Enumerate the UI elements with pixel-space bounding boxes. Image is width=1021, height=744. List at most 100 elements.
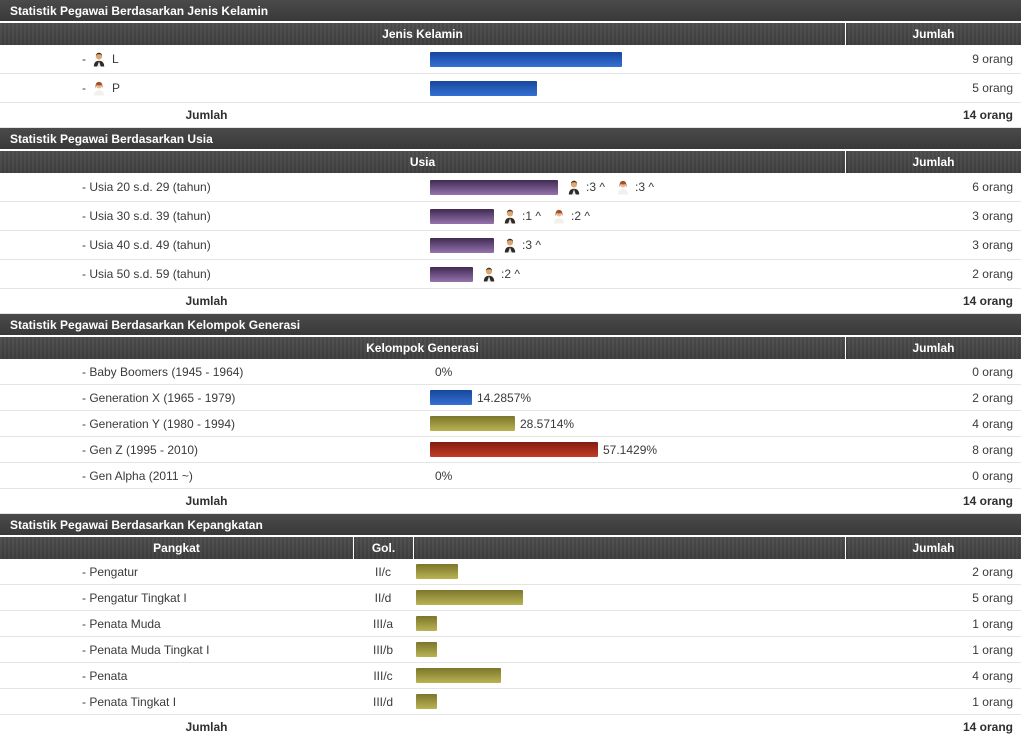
bar-cell: :1 ^ :2 ^ (413, 208, 845, 224)
table-header-row: Usia Jumlah (0, 151, 1021, 173)
rank-bar (416, 590, 523, 605)
total-row: Jumlah 14 orang (0, 103, 1021, 128)
male-count-annotation: :3 ^ (502, 237, 541, 253)
table-row: - Penata Muda Tingkat I III/b 1 orang (0, 637, 1021, 663)
row-label: - Penata Tingkat I (82, 694, 177, 709)
row-label: - Pengatur Tingkat I (82, 590, 187, 605)
gender-label: P (112, 81, 121, 95)
jumlah-value: 0 orang (972, 468, 1013, 483)
bar-cell (413, 80, 845, 96)
gender-bar (430, 80, 537, 96)
age-bar (430, 179, 558, 195)
section-usia: Statistik Pegawai Berdasarkan Usia Usia … (0, 128, 1021, 314)
percent-label: 28.5714% (520, 416, 575, 431)
table-row: - Penata Tingkat I III/d 1 orang (0, 689, 1021, 715)
table-row: - Baby Boomers (1945 - 1964) 0% 0 orang (0, 359, 1021, 385)
dash: - (82, 52, 86, 66)
table-row: - Pengatur Tingkat I II/d 5 orang (0, 585, 1021, 611)
count-text: :3 ^ (634, 180, 654, 194)
count-text: :2 ^ (501, 267, 520, 281)
gol-value: III/a (372, 616, 393, 631)
table-row: - Usia 40 s.d. 49 (tahun) :3 ^ 3 orang (0, 231, 1021, 260)
bar-cell (413, 51, 845, 67)
female-count-annotation: :3 ^ (615, 179, 654, 195)
jumlah-value: 0 orang (972, 364, 1013, 379)
female-count-annotation: :2 ^ (551, 208, 590, 224)
column-header-jumlah: Jumlah (845, 151, 1021, 173)
row-label: - Penata (82, 668, 128, 683)
bar-cell: :2 ^ (413, 266, 845, 282)
total-value: 14 orang (962, 494, 1013, 508)
table-header-row: Kelompok Generasi Jumlah (0, 337, 1021, 359)
column-header-jumlah: Jumlah (845, 537, 1021, 559)
gol-value: II/d (374, 590, 392, 605)
gol-value: II/c (374, 564, 391, 579)
total-value: 14 orang (962, 719, 1013, 734)
row-label: - Gen Z (1995 - 2010) (82, 442, 199, 457)
male-icon (481, 266, 497, 282)
bar-cell (413, 616, 845, 631)
percent-label: 57.1429% (603, 442, 658, 457)
table-row: - Usia 30 s.d. 39 (tahun) :1 ^ :2 ^ 3 or… (0, 202, 1021, 231)
row-label: - Usia 30 s.d. 39 (tahun) (82, 209, 211, 223)
jumlah-value: 5 orang (972, 81, 1013, 95)
row-label: - L (0, 51, 413, 67)
percent-label: 14.2857% (477, 390, 532, 405)
percent-label: 0% (435, 364, 453, 379)
section-title: Statistik Pegawai Berdasarkan Jenis Kela… (0, 0, 1021, 23)
jumlah-value: 2 orang (972, 564, 1013, 579)
column-header-usia: Usia (409, 155, 436, 169)
column-header-kelompok-generasi: Kelompok Generasi (366, 341, 479, 355)
jumlah-value: 4 orang (972, 416, 1013, 431)
bar-cell: 0% (413, 365, 845, 379)
row-label: - Penata Muda (82, 616, 161, 631)
total-value: 14 orang (962, 108, 1013, 122)
generation-bar (430, 390, 472, 405)
total-value: 14 orang (962, 294, 1013, 308)
row-label: - Penata Muda Tingkat I (82, 642, 210, 657)
section-jenis-kelamin: Statistik Pegawai Berdasarkan Jenis Kela… (0, 0, 1021, 128)
bar-cell (413, 694, 845, 709)
jumlah-value: 1 orang (972, 642, 1013, 657)
section-title: Statistik Pegawai Berdasarkan Usia (0, 128, 1021, 151)
bar-cell (413, 564, 845, 579)
age-bar (430, 266, 473, 282)
jumlah-value: 6 orang (972, 180, 1013, 194)
section-kepangkatan: Statistik Pegawai Berdasarkan Kepangkata… (0, 514, 1021, 738)
section-title: Statistik Pegawai Berdasarkan Kepangkata… (0, 514, 1021, 537)
total-label: Jumlah (185, 108, 228, 122)
row-label: - Usia 20 s.d. 29 (tahun) (82, 180, 211, 194)
percent-label: 0% (435, 468, 453, 483)
rank-bar (416, 564, 458, 579)
section-kelompok-generasi: Statistik Pegawai Berdasarkan Kelompok G… (0, 314, 1021, 514)
total-label: Jumlah (185, 294, 228, 308)
gol-value: III/b (372, 642, 393, 657)
table-row: - Generation X (1965 - 1979) 14.2857% 2 … (0, 385, 1021, 411)
bar-cell (413, 668, 845, 683)
rank-bar (416, 694, 437, 709)
table-row: - Penata Muda III/a 1 orang (0, 611, 1021, 637)
jumlah-value: 2 orang (972, 267, 1013, 281)
rank-bar (416, 642, 437, 657)
table-row: - Pengatur II/c 2 orang (0, 559, 1021, 585)
rank-bar (416, 668, 501, 683)
total-label: Jumlah (185, 494, 228, 508)
column-header-jenis-kelamin: Jenis Kelamin (382, 27, 463, 41)
table-row: - Generation Y (1980 - 1994) 28.5714% 4 … (0, 411, 1021, 437)
jumlah-value: 5 orang (972, 590, 1013, 605)
male-count-annotation: :3 ^ (566, 179, 605, 195)
jumlah-value: 9 orang (972, 52, 1013, 66)
male-icon (566, 179, 582, 195)
column-header-pangkat: Pangkat (153, 541, 200, 555)
bar-cell: 57.1429% (413, 442, 845, 457)
generation-bar (430, 416, 515, 431)
table-row: - L 9 orang (0, 45, 1021, 74)
row-label: - Baby Boomers (1945 - 1964) (82, 364, 244, 379)
jumlah-value: 2 orang (972, 390, 1013, 405)
male-icon (502, 237, 518, 253)
table-row: - Gen Alpha (2011 ~) 0% 0 orang (0, 463, 1021, 489)
bar-cell (413, 590, 845, 605)
table-row: - Gen Z (1995 - 2010) 57.1429% 8 orang (0, 437, 1021, 463)
bar-cell: 28.5714% (413, 416, 845, 431)
